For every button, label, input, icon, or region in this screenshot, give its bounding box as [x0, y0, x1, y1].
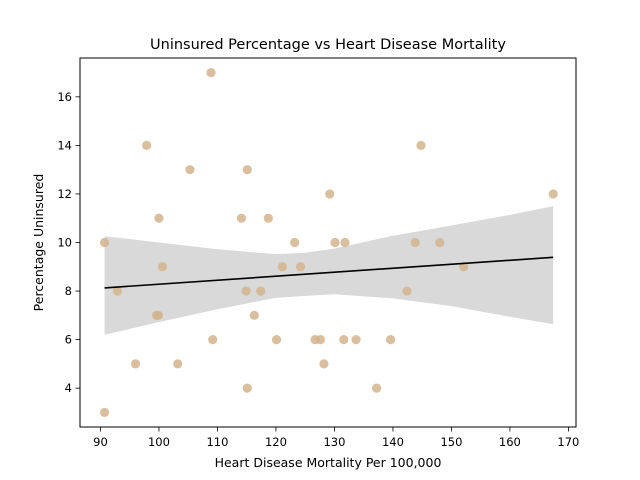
data-point-3 [112, 286, 123, 296]
y-tick-label: 4 [65, 381, 72, 395]
data-point-13 [208, 335, 218, 345]
data-point-35 [402, 286, 412, 296]
x-tick-label: 100 [148, 435, 170, 449]
data-point-21 [271, 335, 282, 345]
data-point-11 [185, 165, 195, 175]
y-tick-label: 8 [65, 284, 72, 298]
x-tick-label: 110 [206, 435, 228, 449]
y-tick-label: 6 [65, 333, 72, 347]
data-point-37 [416, 140, 426, 150]
y-tick-label: 14 [57, 138, 72, 152]
data-point-32 [351, 335, 361, 345]
y-tick-label: 12 [57, 187, 72, 201]
data-point-1 [99, 237, 110, 248]
x-axis-ticks: 90 100 110 120 130 140 150 160 170 [93, 427, 579, 449]
data-point-23 [290, 237, 300, 248]
x-tick-label: 160 [499, 435, 521, 449]
data-point-38 [435, 237, 445, 248]
data-point-17 [242, 383, 252, 393]
data-point-4 [130, 359, 141, 369]
data-point-16 [242, 165, 252, 175]
y-tick-label: 16 [57, 90, 72, 104]
chart-title: Uninsured Percentage vs Heart Disease Mo… [150, 37, 506, 53]
data-point-19 [256, 286, 266, 296]
data-point-24 [295, 262, 306, 272]
data-point-18 [249, 310, 259, 320]
data-point-14 [236, 213, 247, 223]
data-point-39 [459, 262, 469, 272]
x-tick-label: 150 [440, 435, 462, 449]
data-point-34 [385, 335, 396, 345]
data-point-15 [241, 286, 251, 296]
y-tick-label: 10 [57, 236, 72, 250]
data-point-27 [319, 359, 329, 369]
data-point-33 [371, 383, 382, 393]
plot-area [99, 67, 558, 418]
data-point-10 [173, 359, 183, 369]
x-tick-label: 170 [557, 435, 579, 449]
data-point-8 [154, 213, 164, 223]
x-tick-label: 120 [265, 435, 287, 449]
y-axis-label: Percentage Uninsured [31, 174, 46, 312]
data-point-26 [315, 335, 325, 345]
data-point-9 [157, 262, 168, 272]
data-point-5 [142, 140, 152, 150]
x-tick-label: 130 [323, 435, 345, 449]
x-tick-label: 140 [382, 435, 404, 449]
x-tick-label: 90 [93, 435, 108, 449]
data-point-36 [410, 237, 420, 248]
y-axis-ticks: 4 6 8 10 12 14 16 [57, 90, 80, 395]
data-point-28 [325, 189, 335, 199]
data-point-12 [206, 67, 216, 78]
data-point-29 [330, 237, 340, 248]
data-point-22 [277, 262, 287, 272]
data-point-30 [339, 335, 349, 345]
data-point-31 [340, 237, 350, 248]
data-point-40 [548, 189, 558, 199]
data-point-20 [263, 213, 273, 223]
regression-line [104, 256, 554, 289]
x-axis-label: Heart Disease Mortality Per 100,000 [215, 455, 442, 470]
data-point-2 [99, 407, 110, 418]
data-point-7 [153, 310, 163, 320]
